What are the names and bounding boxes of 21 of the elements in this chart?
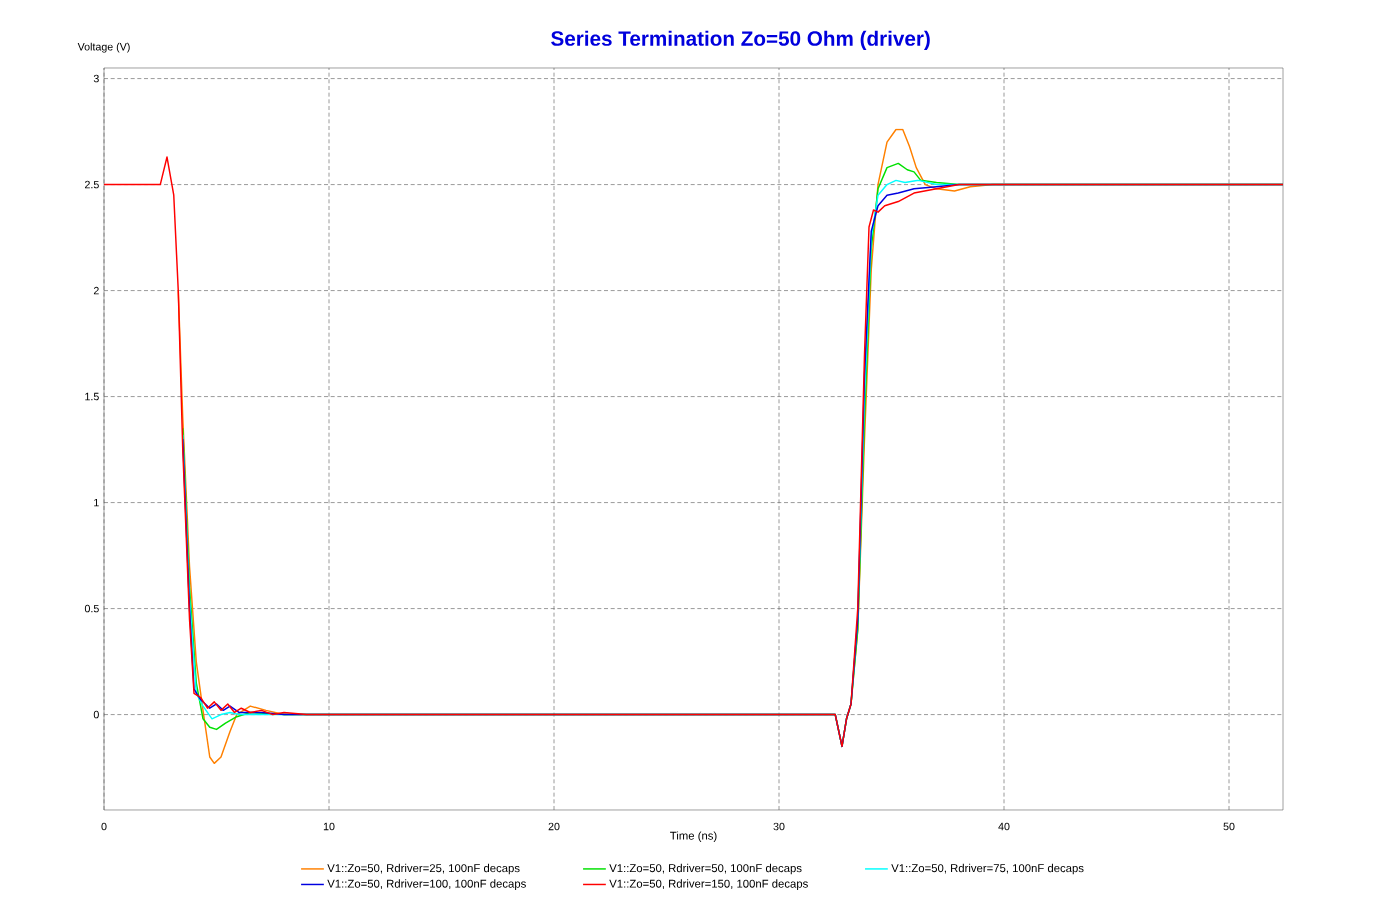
x-tick-label: 30: [773, 822, 785, 831]
x-axis-title: Time (ns): [670, 831, 717, 842]
y-axis-title: Voltage (V): [77, 42, 130, 53]
y-tick-label: 2.5: [85, 180, 99, 189]
x-tick-label: 50: [1223, 822, 1235, 831]
y-tick-label: 1: [94, 498, 99, 507]
x-tick-label: 40: [998, 822, 1010, 831]
legend-label: V1::Zo=50, Rdriver=75, 100nF decaps: [891, 863, 1084, 875]
x-tick-label: 0: [101, 822, 107, 831]
legend-label: V1::Zo=50, Rdriver=50, 100nF decaps: [609, 863, 802, 875]
x-tick-label: 20: [548, 822, 560, 831]
y-tick-label: 3: [93, 74, 99, 83]
y-tick-label: 0: [93, 710, 99, 719]
legend-label: V1::Zo=50, Rdriver=100, 100nF decaps: [327, 879, 526, 890]
x-tick-label: 10: [323, 822, 335, 831]
y-tick-label: 1.5: [85, 392, 99, 401]
legend-label: V1::Zo=50, Rdriver=150, 100nF decaps: [609, 879, 808, 890]
chart-title: Series Termination Zo=50 Ohm (driver): [551, 30, 930, 50]
y-tick-label: 0.5: [84, 604, 99, 613]
y-tick-label: 2: [93, 286, 99, 295]
legend-label: V1::Zo=50, Rdriver=25, 100nF decaps: [327, 863, 520, 875]
